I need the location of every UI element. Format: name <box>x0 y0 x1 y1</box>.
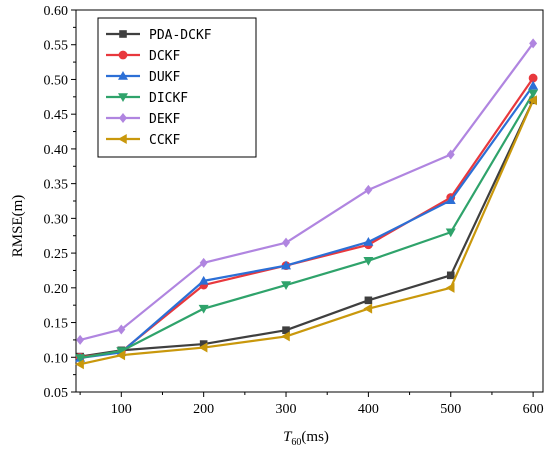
data-point-marker <box>529 38 538 49</box>
data-point-marker <box>76 334 85 345</box>
data-point-marker <box>281 331 290 342</box>
data-point-marker <box>198 304 209 314</box>
data-point-marker <box>199 340 208 348</box>
data-point-marker <box>445 195 456 205</box>
legend-item: DCKF <box>106 49 180 64</box>
series-dekf <box>76 38 538 345</box>
legend-label: CCKF <box>149 133 180 148</box>
y-tick-label: 0.15 <box>44 317 69 332</box>
data-point-marker <box>363 236 374 246</box>
data-point-marker <box>281 281 292 291</box>
y-tick-label: 0.05 <box>44 386 69 401</box>
data-point-marker <box>282 237 291 248</box>
legend: PDA-DCKF DCKF DUKF DICKF DEKF CCKF <box>97 17 257 158</box>
data-point-marker <box>445 282 455 293</box>
data-point-marker <box>118 134 127 144</box>
y-tick-label: 0.60 <box>44 4 69 19</box>
data-point-marker <box>282 326 290 334</box>
data-point-marker <box>528 73 538 83</box>
data-point-marker <box>119 113 127 123</box>
data-point-marker <box>198 275 209 285</box>
legend-label: DCKF <box>149 49 180 64</box>
legend-label: DUKF <box>149 70 180 85</box>
legend-label: DICKF <box>149 91 188 106</box>
data-point-marker <box>118 93 128 102</box>
data-point-marker <box>528 89 539 99</box>
data-point-marker <box>118 71 128 80</box>
legend-item: DUKF <box>106 70 180 85</box>
x-axis-label: T60(ms) <box>283 429 329 448</box>
y-tick-label: 0.10 <box>44 351 69 366</box>
x-tick-label: 500 <box>440 402 461 417</box>
legend-label: DEKF <box>149 112 180 127</box>
y-tick-label: 0.40 <box>44 143 69 158</box>
data-point-marker <box>199 257 208 268</box>
data-point-marker <box>446 149 455 160</box>
data-point-marker <box>198 342 208 353</box>
y-axis-label: RMSE(m) <box>10 195 26 258</box>
y-tick-label: 0.50 <box>44 73 69 88</box>
data-point-marker <box>117 324 126 335</box>
data-point-marker <box>446 271 455 280</box>
data-point-marker <box>445 228 456 238</box>
legend-label: PDA-DCKF <box>149 28 212 43</box>
data-point-marker <box>364 184 373 195</box>
data-point-marker <box>118 50 128 60</box>
series-layer <box>75 38 539 370</box>
legend-item: DICKF <box>106 91 188 106</box>
data-point-marker <box>75 359 84 370</box>
legend-item: CCKF <box>106 133 180 148</box>
legend-box <box>97 17 257 158</box>
data-point-marker <box>363 256 374 266</box>
x-tick-label: 100 <box>111 402 132 417</box>
data-point-marker <box>281 260 292 270</box>
series-cckf <box>75 95 537 370</box>
data-point-marker <box>119 30 127 38</box>
data-point-marker <box>363 303 373 314</box>
data-point-marker <box>528 80 539 90</box>
data-point-marker <box>116 350 126 361</box>
x-tick-label: 200 <box>193 402 214 417</box>
plot-axes: 0.05 0.10 0.15 0.20 0.25 0.30 0.35 0.40 0.45 0.50… <box>44 4 544 417</box>
legend-item: PDA-DCKF <box>106 28 212 43</box>
series-dickf <box>75 89 539 363</box>
y-tick-label: 0.35 <box>44 178 69 193</box>
data-point-marker <box>364 296 373 305</box>
x-tick-label: 600 <box>523 402 544 417</box>
legend-item: DEKF <box>106 112 180 127</box>
data-point-marker <box>116 347 127 357</box>
x-axis-label-unit: (ms) <box>301 429 329 445</box>
data-point-marker <box>75 354 86 363</box>
x-axis-label-subscript: 60 <box>291 437 301 448</box>
x-tick-label: 300 <box>276 402 297 417</box>
y-tick-label: 0.30 <box>44 212 69 227</box>
data-point-marker <box>528 95 537 106</box>
y-tick-label: 0.20 <box>44 282 69 297</box>
y-tick-label: 0.45 <box>44 108 69 123</box>
y-tick-label: 0.25 <box>44 247 69 262</box>
x-tick-label: 400 <box>358 402 379 417</box>
y-tick-label: 0.55 <box>44 39 69 54</box>
x-axis-label-symbol: T <box>283 429 293 445</box>
